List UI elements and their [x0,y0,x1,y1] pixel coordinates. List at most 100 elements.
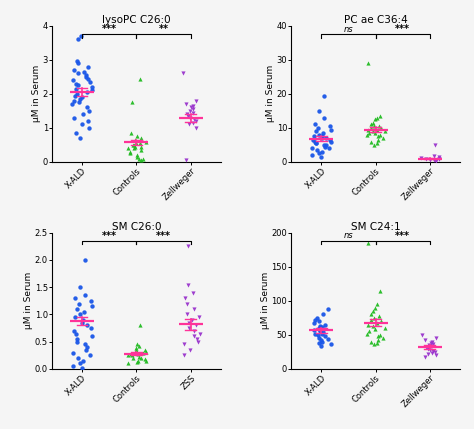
Point [180,341,187,348]
Point [315,334,322,341]
Point [417,154,425,161]
Point [71,314,79,320]
Point [78,364,86,371]
Point [432,156,439,163]
Point [72,130,80,136]
Point [190,119,197,126]
Point [128,99,136,106]
Point [69,349,77,356]
Point [79,111,86,118]
Point [184,243,192,250]
Point [367,121,375,128]
Point [321,143,328,150]
Point [190,116,198,123]
Point [321,333,329,340]
Point [318,338,325,345]
Point [375,312,383,319]
Point [192,322,200,329]
Point [132,345,140,352]
Point [430,152,438,159]
Point [310,136,317,143]
Point [188,104,195,111]
Point [381,325,389,332]
Point [70,327,78,334]
Point [190,333,198,340]
Point [375,123,383,130]
Point [82,72,90,79]
Point [432,352,439,359]
Point [134,350,142,357]
Point [77,33,85,39]
Point [133,359,141,366]
Point [131,136,139,143]
Point [373,140,381,147]
Point [426,341,433,348]
Point [431,348,439,355]
Point [367,338,374,345]
Point [370,323,377,329]
Point [87,325,94,332]
Point [73,338,81,345]
Point [313,314,321,321]
Point [373,340,381,347]
Point [76,311,84,318]
Point [189,317,196,323]
Point [137,147,145,154]
Y-axis label: μM in Serum: μM in Serum [266,65,275,122]
Point [192,118,200,124]
Point [312,140,320,147]
Point [370,142,377,148]
Y-axis label: μM in Serum: μM in Serum [25,272,34,329]
Point [315,340,323,347]
Point [318,343,325,350]
Point [426,347,433,353]
Point [88,84,95,91]
Point [374,319,381,326]
Point [79,94,86,101]
Point [185,319,193,326]
Point [136,353,143,360]
Point [70,97,77,104]
Point [316,328,324,335]
Point [310,327,318,334]
Point [86,124,93,131]
Point [374,136,382,143]
Point [193,124,201,131]
Point [430,157,438,163]
Point [311,138,319,145]
Point [130,142,138,148]
Point [190,327,198,334]
Point [422,337,429,344]
Point [124,360,132,367]
Point [83,322,91,329]
Point [308,145,316,152]
Point [136,140,144,147]
Point [367,317,375,323]
Point [380,335,387,342]
Point [367,311,375,318]
Point [194,338,202,345]
Point [83,344,91,350]
Y-axis label: μM in Serum: μM in Serum [32,65,41,122]
Point [179,70,187,77]
Point [136,322,144,329]
Point [137,75,144,82]
Point [76,360,83,367]
Point [367,138,374,145]
Point [127,350,134,357]
Point [326,136,334,143]
Y-axis label: μM in Serum: μM in Serum [261,272,270,329]
Point [195,314,203,320]
Point [429,341,437,348]
Point [374,126,381,133]
Point [130,145,138,152]
Text: ***: *** [395,24,410,34]
Point [191,305,198,312]
Point [380,135,387,142]
Point [370,341,377,348]
Point [137,355,145,362]
Point [377,318,385,325]
Point [319,148,326,155]
Point [327,123,334,130]
Point [76,284,83,291]
